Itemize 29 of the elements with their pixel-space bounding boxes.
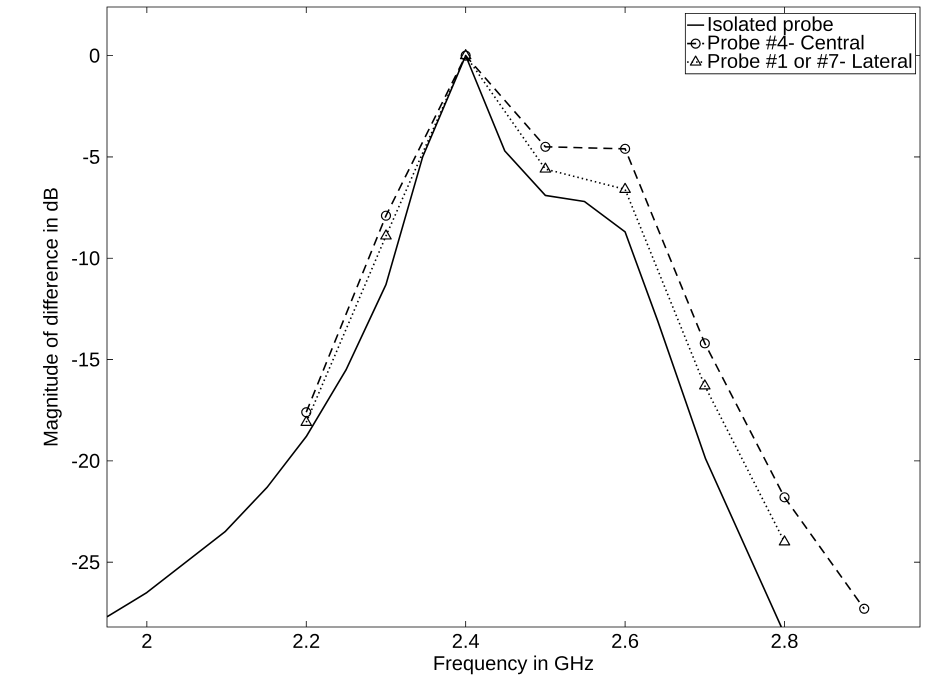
y-tick-label: -5 — [83, 150, 100, 164]
point — [540, 162, 552, 173]
x-tick-label: 2.2 — [293, 634, 320, 648]
x-axis-title: Frequency in GHz — [434, 656, 594, 674]
legend-label: Probe #1 or #7- Lateral — [708, 53, 912, 68]
y-tick-label: 0 — [90, 48, 100, 63]
point — [700, 338, 710, 348]
x-tick-label: 2 — [142, 634, 152, 648]
legend-label: Isolated probe — [708, 16, 833, 36]
x-tick-label: 2.4 — [452, 634, 479, 648]
y-tick-label: -10 — [72, 251, 100, 266]
point — [778, 535, 790, 546]
point — [859, 604, 870, 614]
point — [619, 182, 631, 193]
y-tick-label: -15 — [72, 352, 100, 367]
x-tick-label: 2.6 — [612, 634, 638, 648]
x-tick-label: 2.8 — [772, 634, 798, 648]
point — [779, 492, 790, 502]
y-axis-title: Magnitude of difference in dB — [43, 188, 62, 446]
y-tick-label: -20 — [72, 454, 100, 468]
y-tick-label: -25 — [72, 555, 100, 570]
point — [620, 144, 630, 154]
point — [300, 416, 312, 426]
point — [380, 210, 392, 221]
point — [301, 407, 312, 418]
legend-label: Probe #4- Central — [708, 34, 864, 50]
point — [380, 229, 392, 240]
point — [699, 379, 711, 390]
point — [540, 142, 550, 152]
